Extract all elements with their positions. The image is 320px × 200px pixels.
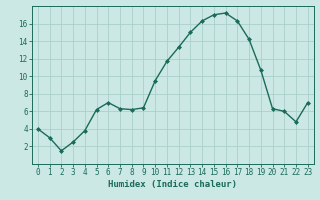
X-axis label: Humidex (Indice chaleur): Humidex (Indice chaleur) <box>108 180 237 189</box>
